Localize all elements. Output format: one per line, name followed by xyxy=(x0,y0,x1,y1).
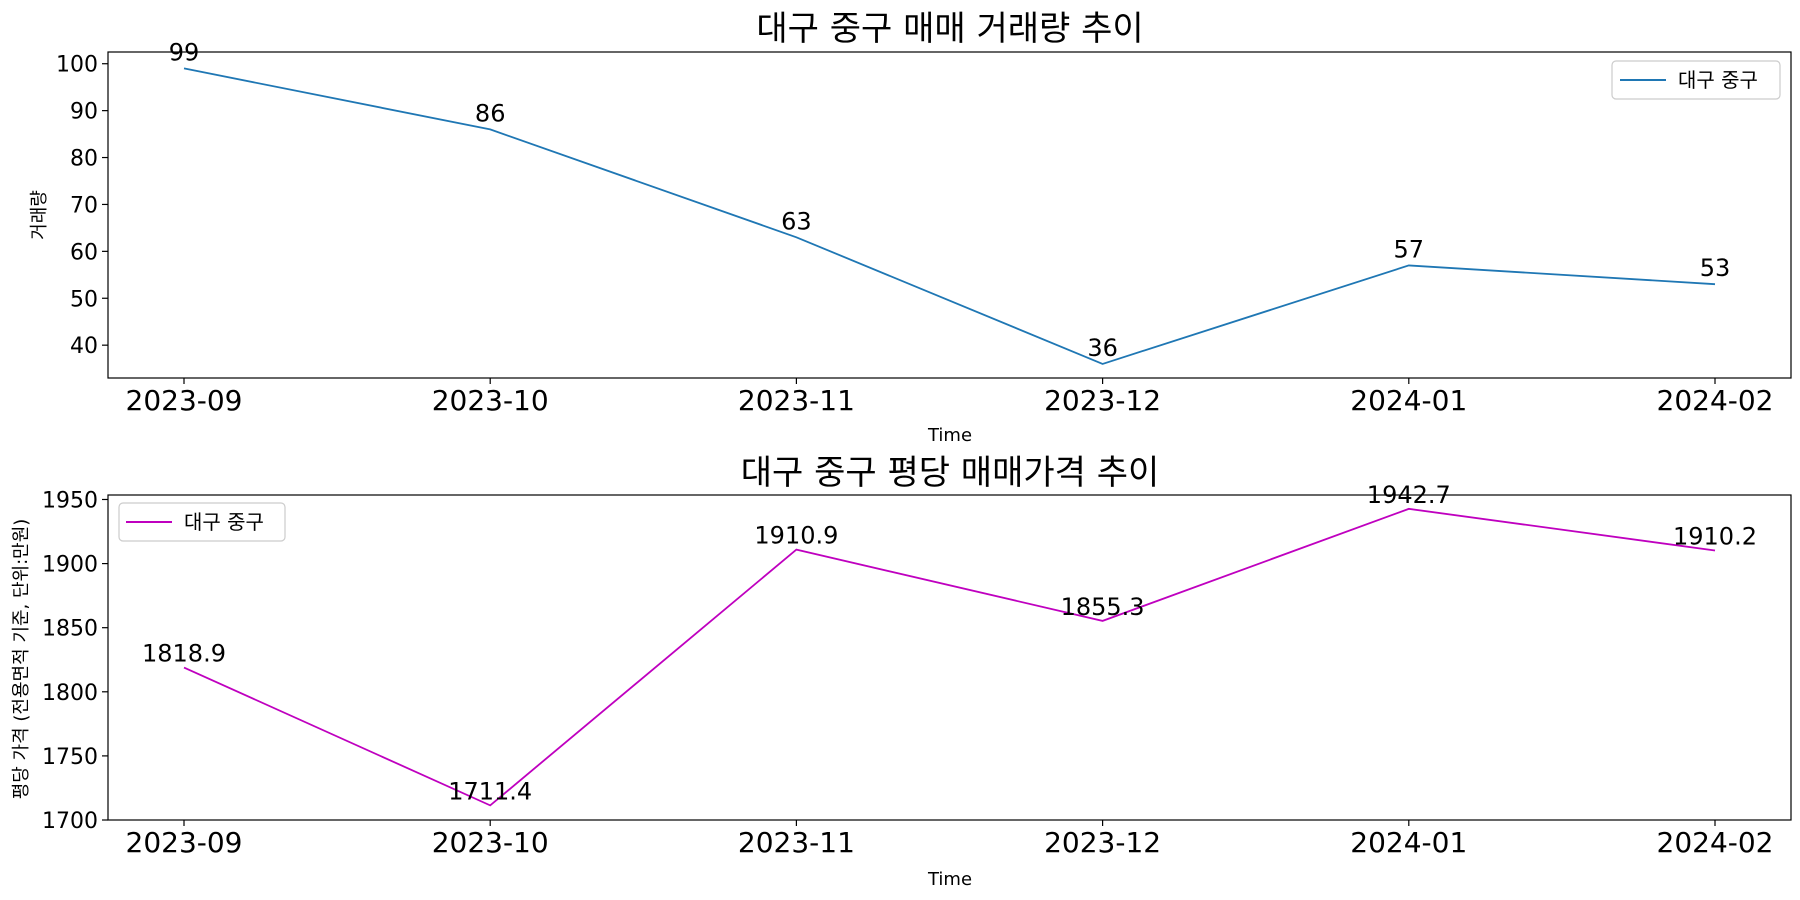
price-chart-data-label: 1711.4 xyxy=(448,777,532,805)
volume-chart-data-label: 36 xyxy=(1087,334,1118,362)
volume-chart-xtick-label: 2023-11 xyxy=(738,384,855,417)
volume-chart-ytick-label: 50 xyxy=(70,287,98,312)
volume-chart-xlabel: Time xyxy=(927,425,972,446)
price-chart-xlabel: Time xyxy=(927,869,972,890)
volume-chart: 대구 중구 매매 거래량 추이 거래량 Time 40 50 60 70 80 90 100… xyxy=(29,9,1792,446)
price-chart-xtick-label: 2023-10 xyxy=(432,826,549,859)
price-chart-legend-box xyxy=(118,502,286,542)
price-chart: 대구 중구 평당 매매가격 추이 평당 가격 (전용면적 기준, 단위:만원) … xyxy=(11,453,1792,890)
price-chart-ytick-label: 1800 xyxy=(42,681,98,706)
price-chart-xtick-label: 2023-09 xyxy=(126,826,243,859)
price-chart-xtick-label: 2023-11 xyxy=(738,826,855,859)
price-chart-title: 대구 중구 평당 매매가격 추이 xyxy=(741,453,1160,493)
price-chart-ytick-label: 1750 xyxy=(42,745,98,770)
volume-chart-ylabel: 거래량 xyxy=(29,190,50,240)
price-chart-series-line xyxy=(183,507,1716,807)
volume-chart-data-label: 53 xyxy=(1700,254,1731,282)
volume-chart-ytick-label: 80 xyxy=(70,147,98,172)
volume-chart-legend-label: 대구 중구 xyxy=(1678,68,1758,92)
price-chart-data-label: 1910.2 xyxy=(1673,523,1757,551)
volume-chart-legend-box xyxy=(1611,60,1781,100)
volume-chart-ytick-label: 100 xyxy=(56,53,98,78)
price-chart-ytick-label: 1900 xyxy=(42,553,98,578)
price-chart-ytick-label: 1850 xyxy=(42,617,98,642)
volume-chart-xtick-label: 2024-02 xyxy=(1657,384,1774,417)
price-chart-xtick-label: 2024-02 xyxy=(1657,826,1774,859)
volume-chart-data-label: 57 xyxy=(1394,235,1425,263)
price-chart-data-label: 1855.3 xyxy=(1061,593,1145,621)
volume-chart-ytick-label: 60 xyxy=(70,240,98,265)
price-chart-legend: 대구 중구 xyxy=(118,502,286,542)
volume-chart-xtick-label: 2024-01 xyxy=(1350,384,1467,417)
volume-chart-frame xyxy=(107,51,1792,379)
volume-chart-data-label: 86 xyxy=(475,99,506,127)
price-chart-xtick-label: 2024-01 xyxy=(1350,826,1467,859)
volume-chart-ytick-label: 40 xyxy=(70,334,98,359)
price-chart-ylabel: 평당 가격 (전용면적 기준, 단위:만원) xyxy=(11,519,32,800)
volume-chart-xtick-label: 2023-09 xyxy=(126,384,243,417)
price-chart-data-label: 1910.9 xyxy=(754,522,838,550)
volume-chart-ytick-label: 90 xyxy=(70,100,98,125)
price-chart-xtick-label: 2023-12 xyxy=(1044,826,1161,859)
volume-chart-legend: 대구 중구 xyxy=(1611,60,1781,100)
price-chart-frame xyxy=(107,494,1792,821)
price-chart-legend-label: 대구 중구 xyxy=(184,510,264,534)
price-chart-plot: 1700 1750 1800 1850 1900 1950 2023-09 2023-10 20… xyxy=(42,481,1774,859)
volume-chart-data-label: 63 xyxy=(781,207,812,235)
volume-chart-ytick-label: 70 xyxy=(70,193,98,218)
price-chart-ytick-label: 1950 xyxy=(42,488,98,513)
price-chart-ytick-label: 1700 xyxy=(42,809,98,834)
volume-chart-title: 대구 중구 매매 거래량 추이 xyxy=(756,9,1143,49)
volume-chart-xtick-label: 2023-12 xyxy=(1044,384,1161,417)
price-chart-data-label: 1818.9 xyxy=(142,640,226,668)
volume-chart-series-line xyxy=(183,67,1716,365)
volume-chart-xtick-label: 2023-10 xyxy=(432,384,549,417)
volume-chart-plot: 40 50 60 70 80 90 100 2023-09 2023-10 2023-11 2023… xyxy=(56,38,1774,417)
